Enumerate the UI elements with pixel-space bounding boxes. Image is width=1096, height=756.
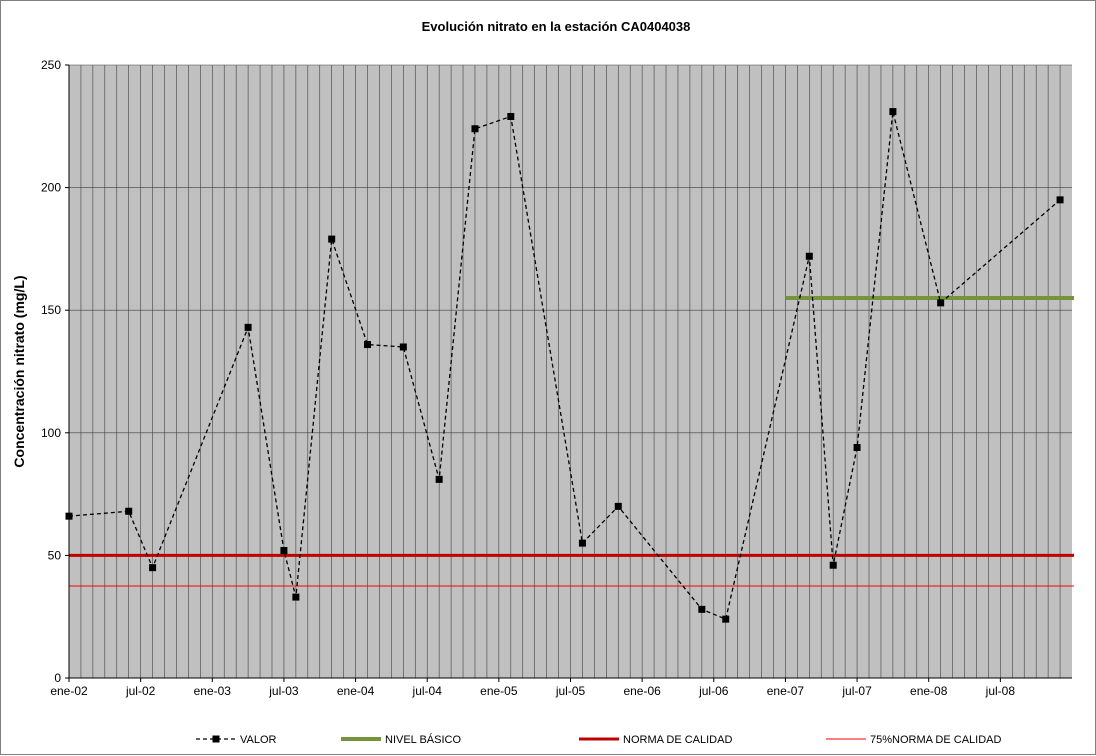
x-tick-label: jul-04 xyxy=(412,684,443,698)
x-tick-label: jul-02 xyxy=(125,684,156,698)
x-tick-label: jul-08 xyxy=(985,684,1016,698)
y-tick-label: 200 xyxy=(41,181,61,195)
y-tick-labels: 0 50 100 150 200 250 xyxy=(41,58,61,685)
valor-point xyxy=(149,564,157,572)
legend-marker-valor xyxy=(212,735,220,743)
valor-point xyxy=(507,112,515,120)
y-tick-label: 0 xyxy=(54,671,61,685)
y-tick-label: 250 xyxy=(41,58,61,72)
valor-point xyxy=(805,252,813,260)
axes xyxy=(65,64,1072,682)
x-tick-labels: ene-02 jul-02 ene-03 jul-03 ene-04 jul-04 ene-… xyxy=(50,684,1015,698)
valor-point xyxy=(244,323,252,331)
x-tick-label: jul-06 xyxy=(698,684,729,698)
legend-label: NIVEL BÁSICO xyxy=(385,733,461,746)
x-tick-label: jul-03 xyxy=(268,684,299,698)
valor-series xyxy=(65,108,1064,623)
y-axis-label: Concentración nitrato (mg/L) xyxy=(11,275,27,467)
valor-point xyxy=(698,605,706,613)
valor-point xyxy=(471,125,479,133)
x-tick-label: ene-02 xyxy=(50,684,88,698)
valor-point xyxy=(889,108,897,116)
valor-point xyxy=(328,235,336,243)
legend-label: NORMA DE CALIDAD xyxy=(623,734,732,746)
y-tick-label: 150 xyxy=(41,303,61,317)
x-tick-label: jul-07 xyxy=(841,684,872,698)
valor-point xyxy=(829,561,837,569)
legend-label: VALOR xyxy=(240,734,277,746)
y-tick-label: 50 xyxy=(48,548,62,562)
x-tick-label: ene-07 xyxy=(767,684,805,698)
x-tick-label: jul-05 xyxy=(555,684,586,698)
valor-point xyxy=(722,615,730,623)
x-tick-label: ene-06 xyxy=(623,684,661,698)
chart-title: Evolución nitrato en la estación CA04040… xyxy=(422,19,691,34)
valor-line xyxy=(68,111,1061,621)
valor-point xyxy=(578,539,586,547)
x-tick-label: ene-08 xyxy=(910,684,948,698)
x-tick-label: ene-05 xyxy=(480,684,518,698)
valor-point xyxy=(853,444,861,452)
valor-point xyxy=(937,299,945,307)
valor-point xyxy=(125,507,133,515)
legend: VALOR NIVEL BÁSICO NORMA DE CALIDAD 75%NORM… xyxy=(196,733,1001,746)
valor-point xyxy=(399,343,407,351)
valor-point xyxy=(1056,196,1064,204)
y-tick-label: 100 xyxy=(41,426,61,440)
x-tick-label: ene-03 xyxy=(194,684,232,698)
valor-point xyxy=(364,341,372,349)
valor-point xyxy=(435,475,443,483)
valor-point xyxy=(292,593,300,601)
valor-point xyxy=(280,546,288,554)
reference-lines xyxy=(69,295,1074,587)
vertical-gridlines xyxy=(80,65,1061,678)
legend-label: 75%NORMA DE CALIDAD xyxy=(870,734,1001,746)
x-tick-label: ene-04 xyxy=(337,684,375,698)
valor-point xyxy=(614,502,622,510)
